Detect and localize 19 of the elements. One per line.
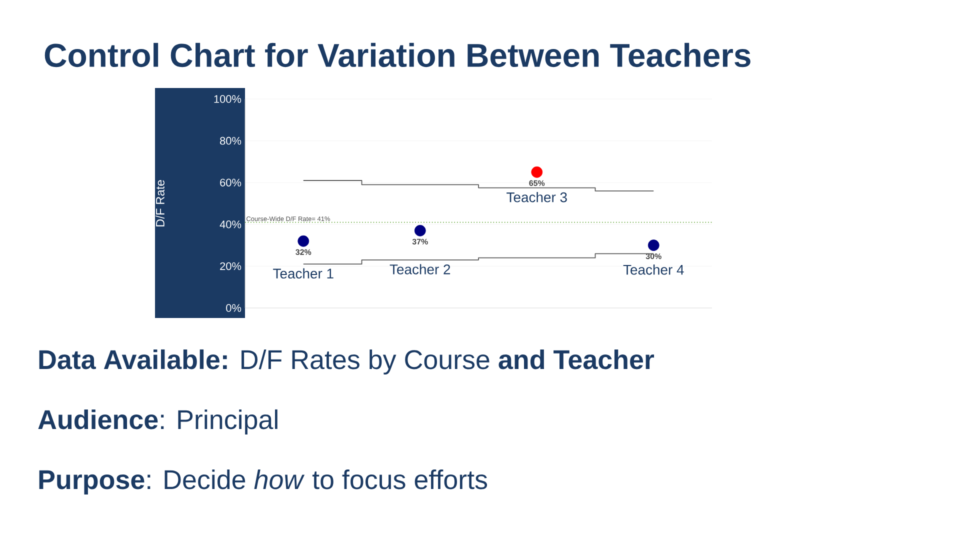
point <box>298 235 310 247</box>
x-tick-label: Teacher 3 <box>506 192 567 202</box>
point <box>648 240 660 251</box>
y-axis-title: D/F Rate <box>156 180 164 226</box>
y-tick-label: 20% <box>220 262 242 270</box>
text: Audience: Principal <box>38 409 278 435</box>
x-tick-label: Teacher 4 <box>623 264 684 275</box>
y-tick-label: 0% <box>226 304 242 312</box>
chart-title: Control Chart for Variation Between Teachers <box>44 42 750 68</box>
x-tick-label: Teacher 2 <box>390 264 450 274</box>
y-tick-label: 100% <box>214 95 242 103</box>
x-tick-label: Teacher 1 <box>273 268 334 279</box>
y-tick-label: 80% <box>220 136 242 145</box>
text: Data Available: D/F Rates by Course and Teacher <box>39 349 654 375</box>
y-tick-label: 60% <box>220 178 242 186</box>
point <box>414 224 426 236</box>
point <box>531 166 543 178</box>
y-tick-label: 40% <box>220 220 242 228</box>
text: Purpose: Decide how to focus efforts <box>39 469 488 495</box>
